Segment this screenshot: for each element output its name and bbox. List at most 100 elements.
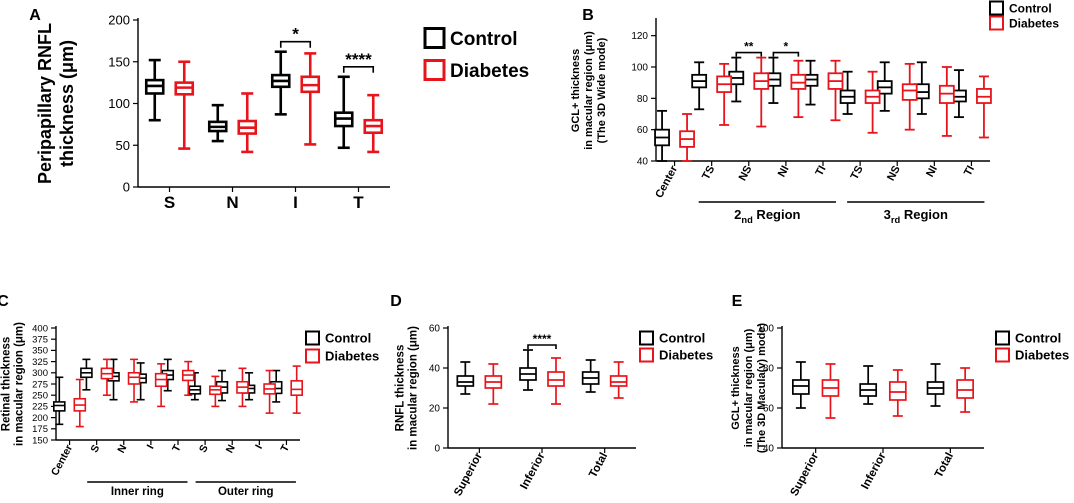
- panel-B: B 40 60 80 100 120 GCL+ thickness in macular re…: [570, 0, 1059, 225]
- legend-label: Diabetes: [659, 348, 713, 363]
- legend-label: Diabetes: [450, 61, 529, 82]
- y-tick-label: 60: [637, 125, 649, 136]
- control-box: [926, 363, 945, 407]
- y-tick-label: 120: [631, 31, 648, 42]
- group-label-suffix: nd: [741, 215, 753, 225]
- x-tick-label: Center: [49, 443, 75, 478]
- significance-bracket: [279, 40, 312, 48]
- y-tick-label: 0: [434, 444, 440, 455]
- group-label-number: 2: [734, 207, 741, 222]
- legend-swatch: [639, 347, 654, 363]
- control-box: [765, 56, 782, 104]
- significance-label: **: [744, 40, 754, 54]
- y-tick-label: 275: [32, 379, 48, 390]
- box-body: [792, 379, 810, 395]
- y-tick-label: 0: [123, 180, 130, 195]
- y-tick-label: 100: [108, 96, 130, 111]
- panel-E: E 40 60 80 100 GCL+ thickness in macular regio…: [730, 293, 1069, 498]
- significance-bracket: [735, 51, 763, 57]
- panel-letter: B: [582, 7, 594, 24]
- y-axis-label: GCL+ thickness: [570, 49, 582, 132]
- y-tick-label: 100: [757, 324, 774, 335]
- y-tick-label: 375: [32, 335, 48, 346]
- diabetes-box: [73, 378, 87, 428]
- x-tick-label: T: [278, 442, 292, 454]
- x-tick-label: T: [353, 193, 364, 212]
- legend-swatch: [995, 330, 1010, 346]
- diabetes-box: [679, 113, 695, 162]
- control-box: [80, 358, 93, 391]
- significance-label: ****: [533, 332, 552, 346]
- x-tick-label: TI: [813, 164, 828, 178]
- group-label-number: 3: [884, 207, 891, 222]
- y-axis-label: (The 3D Wide mode): [596, 37, 608, 143]
- significance-bracket: [342, 65, 375, 73]
- panel-letter: E: [732, 293, 743, 310]
- legend-label: Control: [1015, 331, 1061, 346]
- y-axis-label: GCL+ thickness: [730, 346, 742, 429]
- box-body: [901, 83, 918, 101]
- legend-label: Control: [325, 331, 371, 346]
- legend-swatch: [995, 347, 1010, 363]
- panel-letter: D: [390, 293, 402, 310]
- x-tick-label: N: [115, 443, 129, 455]
- control-box: [691, 61, 708, 111]
- y-tick-label: 325: [32, 357, 48, 368]
- x-tick-label: NI: [776, 164, 792, 179]
- significance-label: ****: [345, 50, 372, 69]
- diabetes-box: [753, 56, 770, 128]
- x-tick-label: NS: [737, 164, 755, 183]
- y-axis-label: Retinal thickness: [1, 337, 13, 432]
- y-tick-label: 200: [108, 13, 130, 28]
- x-tick-label: I: [145, 443, 157, 451]
- control-box: [654, 109, 670, 162]
- x-tick-label: S: [164, 193, 175, 212]
- x-tick-label: NI: [924, 164, 940, 179]
- y-tick-label: 350: [32, 346, 48, 357]
- panel-letter: A: [29, 7, 41, 24]
- y-axis-label: Peripapillary RNFL: [35, 23, 55, 184]
- x-tick-label: Total: [587, 451, 610, 480]
- y-tick-label: 20: [429, 404, 441, 415]
- diabetes-box: [956, 367, 974, 413]
- panel-D: D 0 20 40 60 RNFL thickness in macular region …: [390, 293, 713, 498]
- legend-label: Control: [450, 29, 518, 50]
- x-tick-label: Inferior: [859, 450, 888, 491]
- legend-label: Diabetes: [1015, 348, 1069, 363]
- diabetes-box: [976, 75, 992, 139]
- legend-swatch: [989, 0, 1004, 16]
- group-label: Outer ring: [218, 486, 274, 498]
- y-axis-label: in macular region (μm): [408, 326, 420, 450]
- y-tick-label: 60: [763, 404, 775, 415]
- control-box: [242, 371, 256, 401]
- control-box: [581, 359, 600, 393]
- control-box: [188, 371, 202, 401]
- y-tick-label: 100: [631, 63, 648, 74]
- y-tick-label: 80: [637, 94, 649, 105]
- y-tick-label: 50: [116, 138, 130, 153]
- diabetes-box: [864, 70, 881, 134]
- control-box: [144, 58, 165, 122]
- x-tick-label: TI: [962, 164, 977, 178]
- control-box: [792, 361, 810, 409]
- legend-label: Control: [1009, 1, 1052, 15]
- diabetes-box: [209, 375, 222, 408]
- y-tick-label: 225: [32, 402, 48, 413]
- diabetes-box: [363, 93, 384, 154]
- x-tick-label: Inferior: [518, 450, 547, 491]
- significance-bracket: [527, 344, 557, 349]
- panel-letter: C: [0, 293, 9, 310]
- control-box: [107, 358, 120, 401]
- x-tick-label: Superior: [789, 450, 822, 498]
- diabetes-box: [154, 363, 168, 408]
- group-label-suffix: rd: [891, 215, 901, 225]
- significance-label: *: [292, 25, 299, 44]
- y-axis-label: in macular region (μm): [14, 322, 26, 446]
- y-tick-label: 40: [637, 157, 649, 168]
- y-axis-label: RNFL thickness: [395, 345, 407, 432]
- x-tick-label: N: [224, 443, 238, 455]
- box-body: [290, 380, 303, 397]
- diabetes-box: [888, 369, 907, 417]
- diabetes-box: [263, 369, 276, 414]
